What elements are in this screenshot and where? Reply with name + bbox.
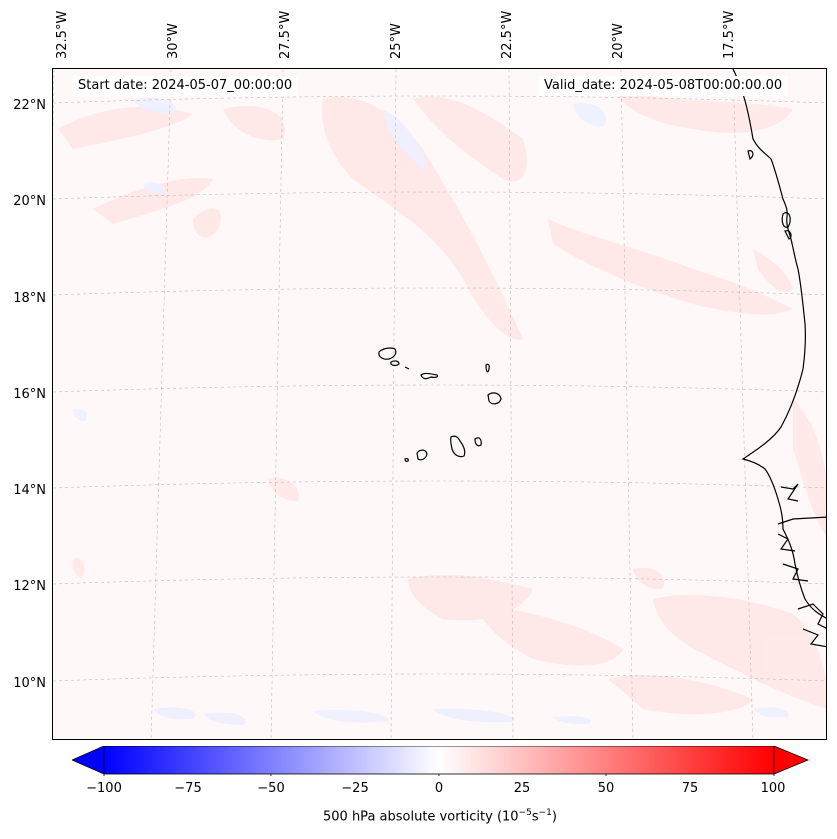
colorbar-gradient — [103, 746, 775, 775]
lat-label-16n: 16°N — [13, 387, 46, 402]
island-sao-nicolau — [420, 372, 439, 380]
colorbar-tick-100: 100 — [760, 781, 786, 796]
colorbar-tick-50: 50 — [597, 781, 615, 796]
map-panel — [52, 68, 827, 740]
vorticity-map — [53, 69, 826, 739]
island-santo-antao — [378, 347, 397, 360]
island-boa-vista — [487, 392, 502, 405]
cape-verde-islands — [378, 347, 502, 462]
start-date-label: Start date: 2024-05-07_00:00:00 — [72, 76, 299, 96]
lat-label-14n: 14°N — [13, 483, 46, 498]
colorbar-tick-minus-100: −100 — [86, 781, 122, 796]
island-sal — [485, 363, 490, 373]
lon-label-32-5w: 32.5°W — [55, 10, 70, 59]
africa-coastline — [732, 69, 826, 648]
lat-label-18n: 18°N — [13, 291, 46, 306]
island-santiago — [449, 435, 466, 458]
lon-label-20w: 20°W — [611, 23, 626, 59]
graticule — [53, 69, 826, 739]
colorbar-tick-25: 25 — [513, 781, 531, 796]
lat-label-10n: 10°N — [13, 676, 46, 691]
lon-label-25w: 25°W — [389, 23, 404, 59]
lat-label-22n: 22°N — [13, 98, 46, 113]
colorbar-tick-0: 0 — [434, 781, 444, 796]
vorticity-colorbar — [72, 746, 810, 776]
colorbar-tick-75: 75 — [681, 781, 699, 796]
negative-vorticity-field — [73, 97, 789, 725]
lon-label-17-5w: 17.5°W — [722, 10, 737, 59]
island-fogo — [416, 449, 428, 461]
lon-label-30w: 30°W — [166, 23, 181, 59]
positive-vorticity-field — [58, 89, 826, 715]
island-santa-luzia — [404, 366, 410, 370]
island-brava — [404, 458, 409, 462]
colorbar-tick-minus-50: −50 — [257, 781, 285, 796]
colorbar-tick-minus-75: −75 — [174, 781, 202, 796]
island-maio — [474, 437, 482, 447]
lon-label-27-5w: 27.5°W — [278, 10, 293, 59]
colorbar-max-extend — [773, 746, 810, 775]
colorbar-tick-minus-25: −25 — [341, 781, 369, 796]
colorbar-min-extend — [72, 746, 105, 775]
island-sao-vicente — [390, 360, 400, 367]
lat-label-12n: 12°N — [13, 579, 46, 594]
lat-label-20n: 20°N — [13, 194, 46, 209]
valid-date-label: Valid_date: 2024-05-08T00:00:00.00 — [538, 76, 789, 96]
lon-label-22-5w: 22.5°W — [500, 10, 515, 59]
colorbar-label: 500 hPa absolute vorticity (10−5s−1) — [323, 808, 557, 825]
